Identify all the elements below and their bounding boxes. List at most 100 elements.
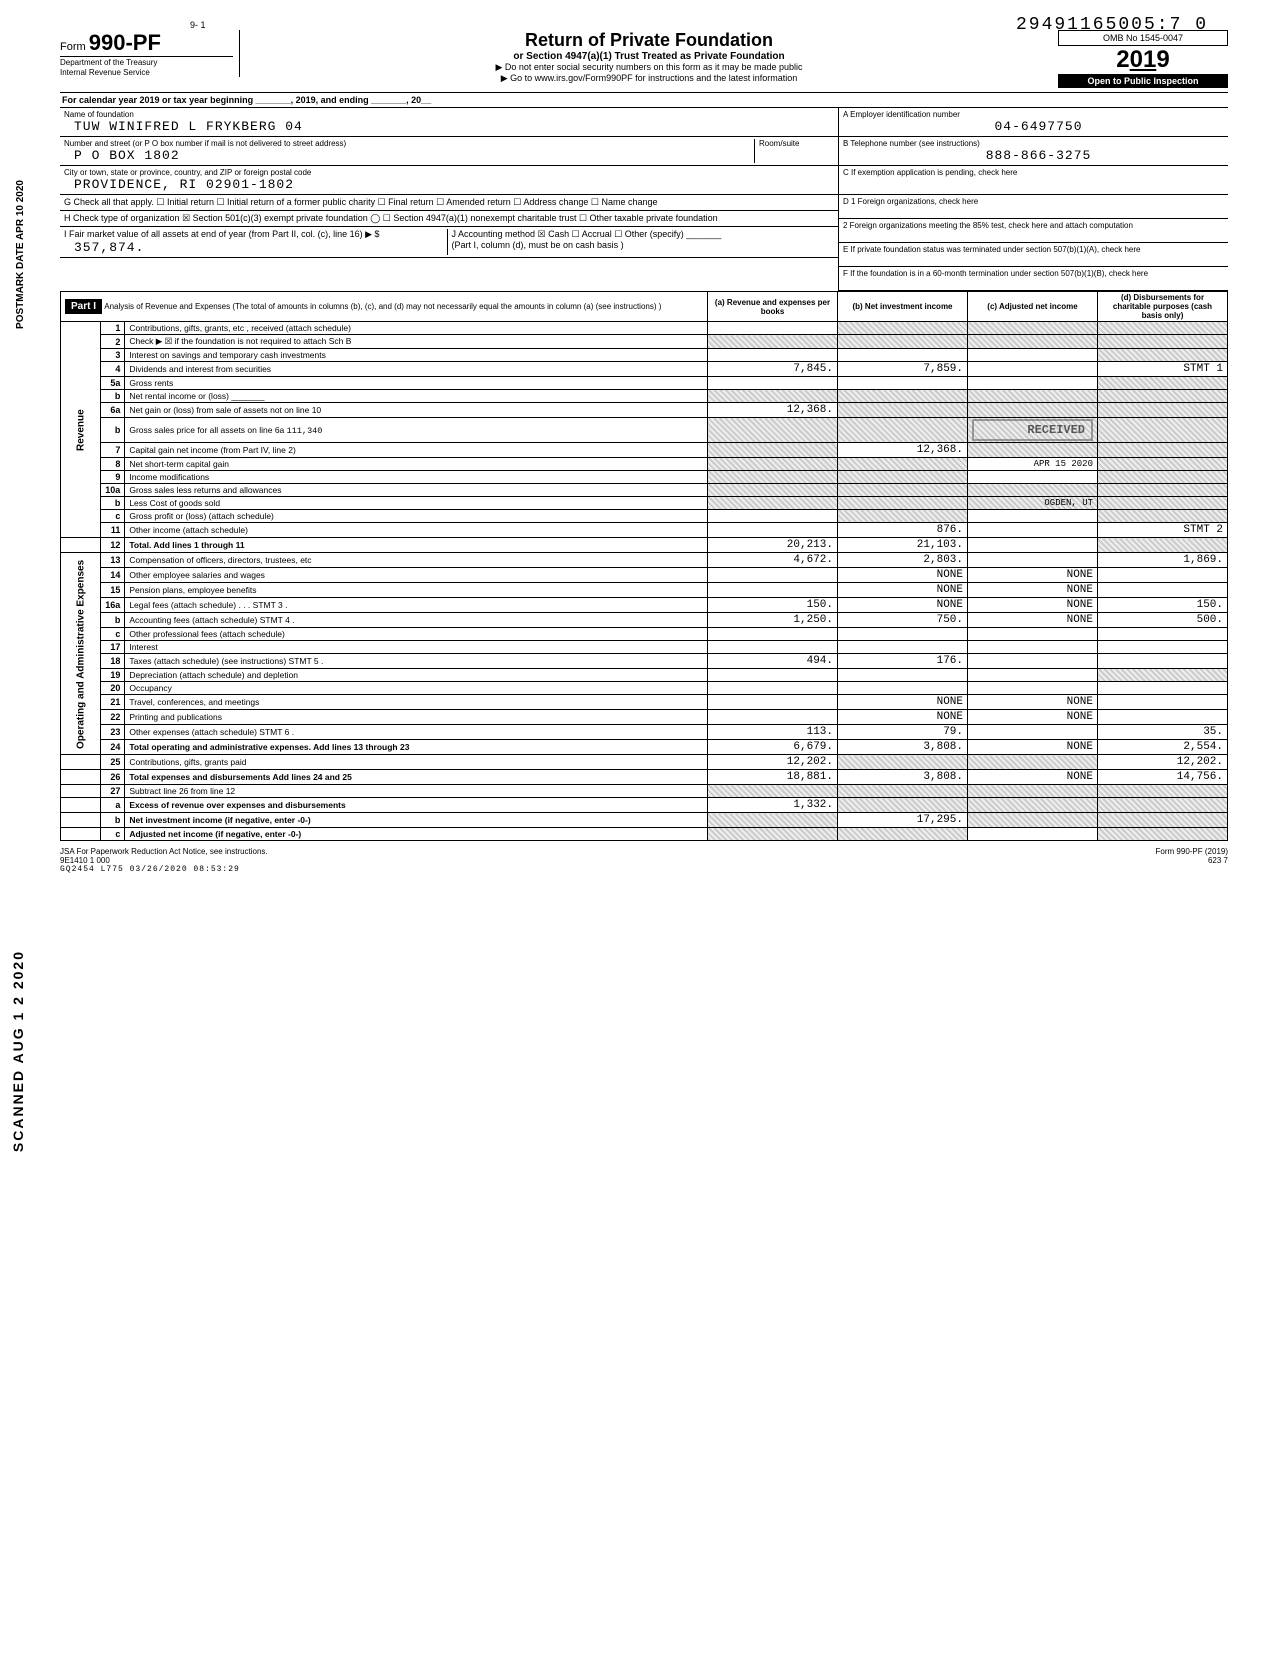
- col-b-hdr: (b) Net investment income: [838, 292, 968, 322]
- row-2: Check ▶ ☒ if the foundation is not requi…: [125, 335, 708, 349]
- r22-c: NONE: [968, 710, 1098, 725]
- postmark-stamp: POSTMARK DATE APR 10 2020: [15, 180, 26, 329]
- footer-jsa: JSA For Paperwork Reduction Act Notice, …: [60, 847, 268, 856]
- row-26: Total expenses and disbursements Add lin…: [125, 770, 708, 785]
- phone-value: 888-866-3275: [843, 148, 1224, 163]
- r6b-text: Gross sales price for all assets on line…: [129, 425, 284, 435]
- open-inspection: Open to Public Inspection: [1058, 74, 1228, 88]
- row-1: Contributions, gifts, grants, etc , rece…: [125, 322, 708, 335]
- main-title: Return of Private Foundation: [240, 30, 1058, 51]
- addr-label: Number and street (or P O box number if …: [64, 139, 754, 148]
- r16a-c: NONE: [968, 598, 1098, 613]
- row-18: Taxes (attach schedule) (see instruction…: [125, 654, 708, 669]
- r23-a: 113.: [708, 725, 838, 740]
- row-16c: Other professional fees (attach schedule…: [125, 628, 708, 641]
- expenses-label: Operating and Administrative Expenses: [61, 553, 101, 755]
- row-10c: Gross profit or (loss) (attach schedule): [125, 510, 708, 523]
- entity-info: Name of foundation TUW WINIFRED L FRYKBE…: [60, 108, 1228, 195]
- name-label: Name of foundation: [64, 110, 834, 119]
- row-16a: Legal fees (attach schedule) . . . STMT …: [125, 598, 708, 613]
- row-27c: Adjusted net income (if negative, enter …: [125, 828, 708, 841]
- footer-form-ref: Form 990-PF (2019): [1156, 847, 1228, 856]
- box-c: C If exemption application is pending, c…: [843, 168, 1224, 177]
- r21-c: NONE: [968, 695, 1098, 710]
- row-5b: Net rental income or (loss) _______: [125, 390, 708, 403]
- r26-c: NONE: [968, 770, 1098, 785]
- form-header: Form 990-PF Department of the Treasury I…: [60, 30, 1228, 88]
- r11-d: STMT 2: [1098, 523, 1228, 538]
- row-8: Net short-term capital gain: [125, 458, 708, 471]
- foundation-city: PROVIDENCE, RI 02901-1802: [64, 177, 834, 192]
- title-block: Return of Private Foundation or Section …: [240, 30, 1058, 84]
- r26-b: 3,808.: [838, 770, 968, 785]
- r11-b: 876.: [838, 523, 968, 538]
- form-number: Form 990-PF: [60, 30, 233, 56]
- box-f: F If the foundation is in a 60-month ter…: [839, 267, 1228, 291]
- row-17: Interest: [125, 641, 708, 654]
- part1-title: Analysis of Revenue and Expenses (The to…: [104, 302, 661, 311]
- r16b-a: 1,250.: [708, 613, 838, 628]
- check-h: H Check type of organization ☒ Section 5…: [60, 211, 838, 227]
- check-j-note: (Part I, column (d), must be on cash bas…: [452, 240, 835, 250]
- row-3: Interest on savings and temporary cash i…: [125, 349, 708, 362]
- r23-b: 79.: [838, 725, 968, 740]
- r14-c: NONE: [968, 568, 1098, 583]
- scanned-stamp: SCANNED AUG 1 2 2020: [10, 950, 26, 1152]
- r27b-b: 17,295.: [838, 813, 968, 828]
- row-21: Travel, conferences, and meetings: [125, 695, 708, 710]
- r25-d: 12,202.: [1098, 755, 1228, 770]
- r21-b: NONE: [838, 695, 968, 710]
- row-16b: Accounting fees (attach schedule) STMT 4…: [125, 613, 708, 628]
- r14-b: NONE: [838, 568, 968, 583]
- row-22: Printing and publications: [125, 710, 708, 725]
- row-27a: Excess of revenue over expenses and disb…: [125, 798, 708, 813]
- r27a-a: 1,332.: [708, 798, 838, 813]
- part1-table: Part I Analysis of Revenue and Expenses …: [60, 291, 1228, 841]
- r22-b: NONE: [838, 710, 968, 725]
- footer-page: 623 7: [1156, 856, 1228, 865]
- r4-a: 7,845.: [708, 362, 838, 377]
- r13-b: 2,803.: [838, 553, 968, 568]
- recv-date: APR 15 2020: [968, 458, 1098, 471]
- row-19: Depreciation (attach schedule) and deple…: [125, 669, 708, 682]
- r24-b: 3,808.: [838, 740, 968, 755]
- row-12: Total. Add lines 1 through 11: [125, 538, 708, 553]
- r15-c: NONE: [968, 583, 1098, 598]
- row-6b: Gross sales price for all assets on line…: [125, 418, 708, 443]
- ein-label: A Employer identification number: [843, 110, 1224, 119]
- room-label: Room/suite: [759, 139, 834, 148]
- row-15: Pension plans, employee benefits: [125, 583, 708, 598]
- r25-a: 12,202.: [708, 755, 838, 770]
- instr1: ▶ Do not enter social security numbers o…: [240, 62, 1058, 73]
- r26-d: 14,756.: [1098, 770, 1228, 785]
- phone-label: B Telephone number (see instructions): [843, 139, 1224, 148]
- r12-a: 20,213.: [708, 538, 838, 553]
- r13-d: 1,869.: [1098, 553, 1228, 568]
- r6b-val: 111,340: [287, 426, 323, 436]
- r7-b: 12,368.: [838, 443, 968, 458]
- form-number-val: 990-PF: [89, 30, 161, 55]
- foundation-addr: P O BOX 1802: [64, 148, 754, 163]
- col-c-hdr: (c) Adjusted net income: [968, 292, 1098, 322]
- box-e: E If private foundation status was termi…: [839, 243, 1228, 267]
- ein-value: 04-6497750: [843, 119, 1224, 134]
- recv-loc: OGDEN, UT: [968, 497, 1098, 510]
- row-14: Other employee salaries and wages: [125, 568, 708, 583]
- r15-b: NONE: [838, 583, 968, 598]
- row-10b: Less Cost of goods sold: [125, 497, 708, 510]
- row-23: Other expenses (attach schedule) STMT 6 …: [125, 725, 708, 740]
- fmv: 357,874.: [64, 240, 144, 255]
- r24-d: 2,554.: [1098, 740, 1228, 755]
- row-20: Occupancy: [125, 682, 708, 695]
- row-6a: Net gain or (loss) from sale of assets n…: [125, 403, 708, 418]
- row-5a: Gross rents: [125, 377, 708, 390]
- part1-header: Part I: [65, 299, 102, 314]
- dln-number: 29491165005:7 0: [1016, 15, 1208, 35]
- r18-a: 494.: [708, 654, 838, 669]
- footer-code: 9E1410 1 000: [60, 856, 268, 865]
- row-27: Subtract line 26 from line 12: [125, 785, 708, 798]
- row-11: Other income (attach schedule): [125, 523, 708, 538]
- row-24: Total operating and administrative expen…: [125, 740, 708, 755]
- r6a-a: 12,368.: [708, 403, 838, 418]
- calendar-year: For calendar year 2019 or tax year begin…: [60, 92, 1228, 108]
